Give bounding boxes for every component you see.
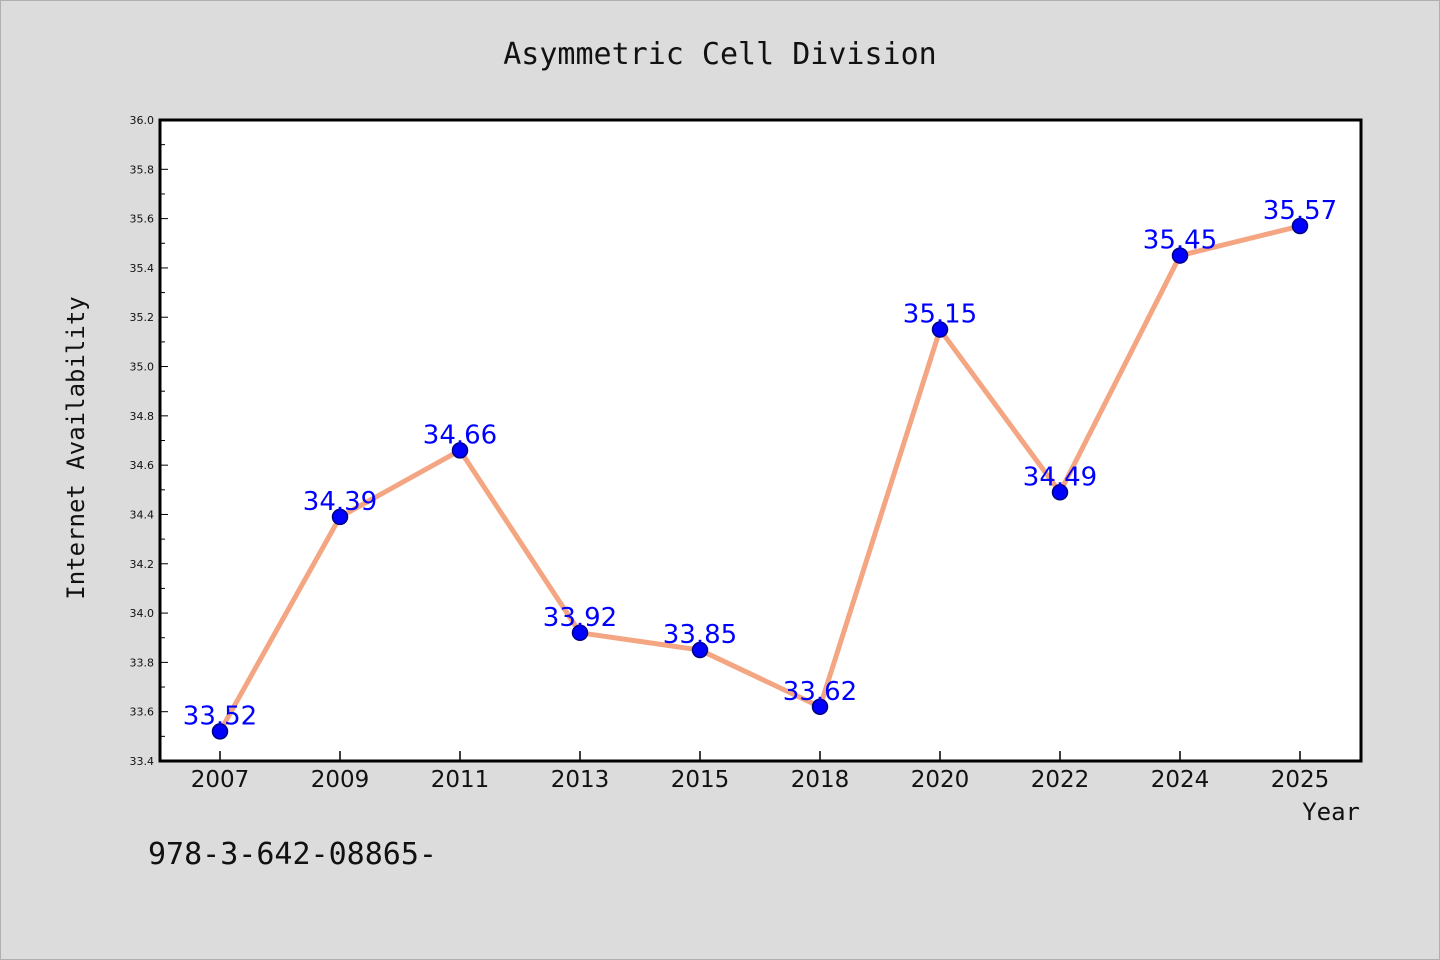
data-label: 35.45 — [1143, 226, 1217, 256]
data-point — [1171, 247, 1189, 264]
x-tick-label: 2018 — [791, 767, 850, 793]
data-label: 33.85 — [663, 620, 737, 650]
data-label: 33.92 — [543, 603, 617, 633]
y-tick-label: 35.0 — [130, 361, 155, 374]
data-label: 34.49 — [1023, 462, 1097, 492]
x-tick-label: 2020 — [911, 767, 970, 793]
data-point — [1051, 484, 1069, 501]
y-tick-label: 34.4 — [130, 508, 155, 521]
y-tick-label: 35.2 — [130, 311, 155, 324]
y-tick-label: 35.8 — [130, 163, 155, 176]
data-point — [811, 698, 829, 716]
y-tick-label: 34.6 — [130, 459, 155, 472]
y-tick-label: 35.4 — [130, 262, 155, 275]
x-tick-label: 2024 — [1151, 767, 1210, 793]
x-tick-label: 2022 — [1031, 767, 1090, 793]
data-point — [331, 508, 349, 526]
x-axis-title: Year — [1302, 798, 1360, 826]
series-line-group — [217, 223, 1303, 734]
data-label: 34.39 — [303, 487, 377, 517]
data-label: 35.57 — [1263, 196, 1337, 226]
x-tick-label: 2011 — [431, 767, 490, 793]
chart-title: Asymmetric Cell Division — [503, 37, 936, 72]
data-point — [211, 723, 229, 740]
footer-note: 978-3-642-08865- — [148, 837, 437, 872]
x-tick-label: 2015 — [671, 767, 730, 793]
y-tick-label: 34.8 — [130, 410, 155, 423]
data-point — [931, 321, 949, 338]
data-label: 35.15 — [903, 300, 977, 330]
x-tick-label: 2007 — [191, 767, 250, 793]
x-tick-label: 2009 — [311, 767, 370, 793]
data-point — [571, 624, 589, 642]
data-labels: 33.52 34.39 34.66 33.92 33.85 33.62 35.15 34.49… — [183, 196, 1337, 731]
y-tick-label: 33.4 — [130, 755, 155, 768]
data-point — [691, 641, 709, 659]
y-tick-label: 36.0 — [130, 114, 155, 127]
data-label: 33.52 — [183, 701, 257, 731]
y-tick-label: 35.6 — [130, 213, 155, 226]
data-point — [451, 442, 469, 459]
data-point — [1291, 217, 1309, 235]
y-axis-title: Internet Availability — [62, 296, 90, 599]
y-axis: 33.4 33.6 33.8 34.0 34.2 34.4 34.6 34.8 35.0 35.2… — [130, 114, 168, 768]
data-label: 34.66 — [423, 420, 497, 450]
data-points — [211, 217, 1309, 740]
y-tick-label: 34.0 — [130, 607, 155, 620]
x-axis: 2007 2009 2011 2013 2015 2018 2020 2022 2024 2025 — [191, 751, 1330, 793]
x-tick-label: 2013 — [551, 767, 610, 793]
y-tick-label: 34.2 — [130, 558, 155, 571]
x-tick-label: 2025 — [1271, 767, 1330, 793]
plot-area — [158, 118, 1363, 763]
y-tick-label: 33.6 — [130, 706, 155, 719]
y-tick-label: 33.8 — [130, 656, 155, 669]
data-label: 33.62 — [783, 677, 857, 707]
series-line — [217, 223, 1303, 734]
